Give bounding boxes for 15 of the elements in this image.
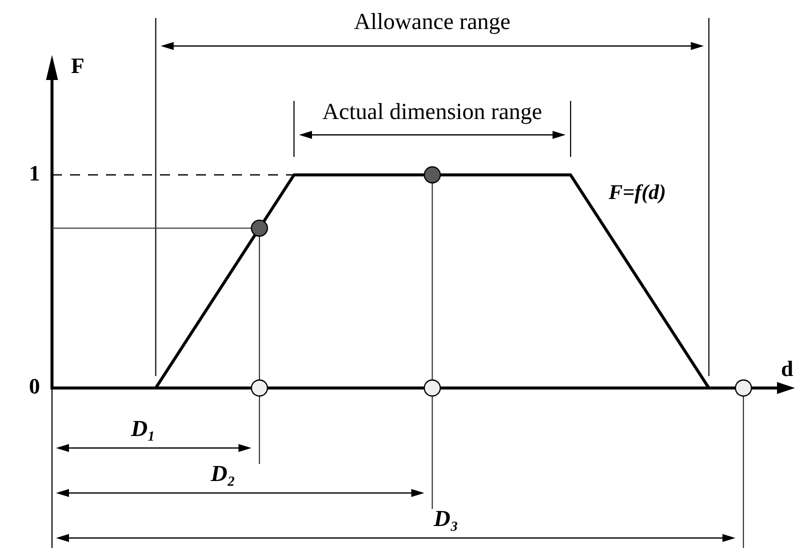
- point: [424, 379, 441, 397]
- annotation: Actual dimension range: [322, 98, 542, 124]
- text: D₁: [130, 416, 156, 441]
- text: Allowance range: [354, 9, 511, 34]
- x-axis-title: d: [781, 356, 794, 381]
- y-axis-title: F: [71, 53, 84, 78]
- text: D₂: [210, 461, 236, 486]
- point: [734, 379, 752, 397]
- point: [250, 379, 268, 397]
- point: [250, 220, 268, 237]
- text: D₃: [432, 506, 458, 531]
- series-label: F=f(d): [608, 180, 666, 204]
- y-tick-label: 1: [29, 160, 40, 186]
- point: [424, 166, 441, 184]
- y-tick-label: 0: [29, 374, 40, 399]
